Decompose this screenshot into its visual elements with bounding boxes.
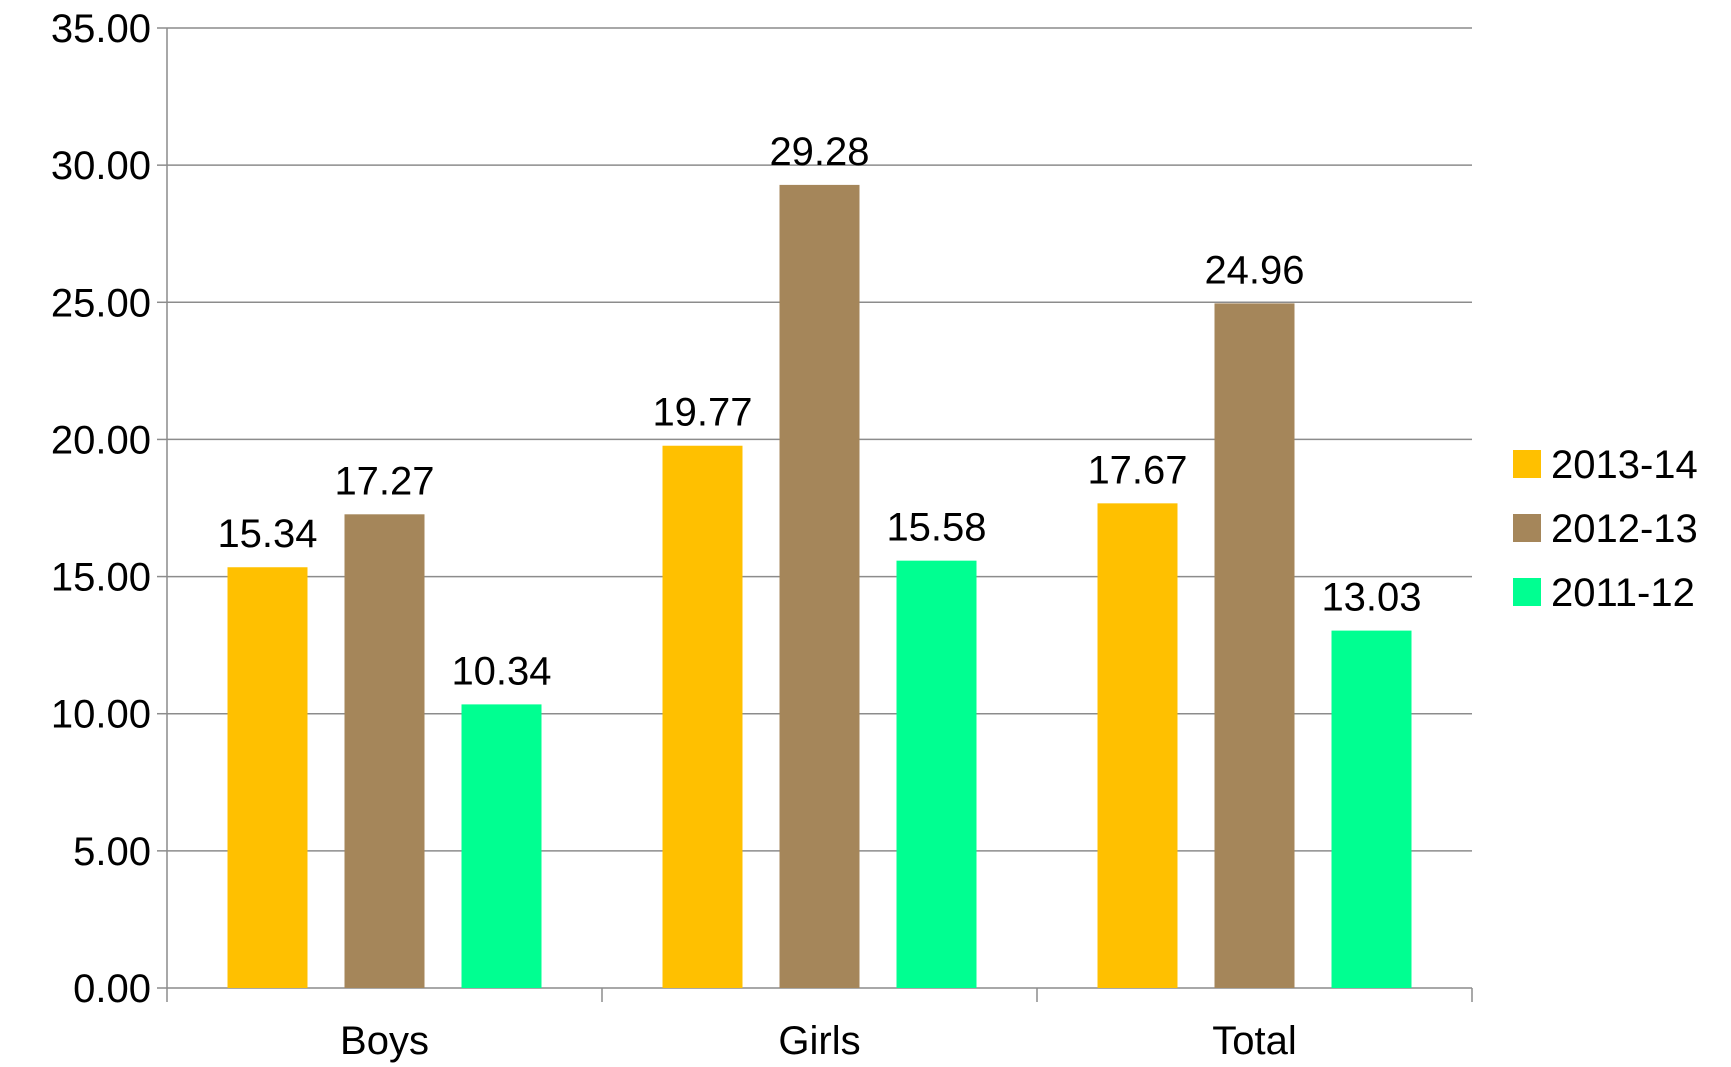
- bar: [344, 514, 425, 988]
- y-tick-label: 35.00: [51, 7, 151, 51]
- x-tick-label: Boys: [340, 1019, 429, 1063]
- y-tick-label: 20.00: [51, 418, 151, 462]
- bar: [1097, 503, 1178, 988]
- data-label: 17.67: [1087, 448, 1187, 492]
- bar: [779, 184, 860, 989]
- bar: [662, 445, 743, 988]
- y-tick-label: 25.00: [51, 281, 151, 325]
- data-label: 13.03: [1321, 576, 1421, 620]
- legend-swatch: [1513, 450, 1541, 478]
- data-label: 29.28: [769, 130, 869, 174]
- y-tick-label: 10.00: [51, 693, 151, 737]
- legend-swatch: [1513, 514, 1541, 542]
- data-label: 17.27: [334, 459, 434, 503]
- legend-label: 2011-12: [1551, 571, 1695, 615]
- data-label: 19.77: [652, 391, 752, 435]
- bar: [896, 560, 977, 988]
- x-tick-label: Total: [1212, 1019, 1297, 1063]
- bar: [1214, 303, 1295, 989]
- data-label: 24.96: [1204, 248, 1304, 292]
- bar: [1331, 630, 1412, 988]
- bar: [461, 704, 542, 988]
- y-tick-label: 30.00: [51, 144, 151, 188]
- data-label: 15.34: [217, 512, 317, 556]
- legend-label: 2013-14: [1551, 443, 1698, 487]
- y-tick-label: 15.00: [51, 556, 151, 600]
- bars: [227, 184, 1412, 989]
- y-tick-label: 5.00: [73, 830, 151, 874]
- data-label: 15.58: [886, 506, 986, 550]
- y-tick-label: 0.00: [73, 967, 151, 1011]
- x-tick-label: Girls: [778, 1019, 860, 1063]
- data-label: 10.34: [451, 649, 551, 693]
- legend: 2013-14 2012-13 2011-12: [1513, 443, 1698, 615]
- bar: [227, 567, 308, 988]
- legend-swatch: [1513, 578, 1541, 606]
- data-labels: 15.34 17.27 10.34 19.77 29.28 15.58 17.67 24.96…: [217, 130, 1421, 693]
- legend-label: 2012-13: [1551, 507, 1698, 551]
